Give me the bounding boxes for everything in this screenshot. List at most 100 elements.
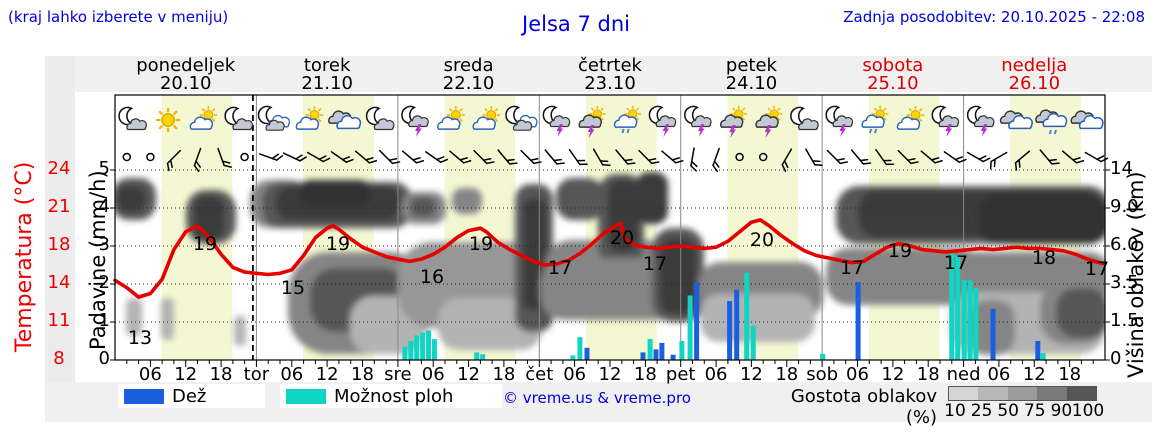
weather-icon-clouds (1070, 110, 1104, 130)
temp-tick-24: 24 (47, 158, 71, 179)
density-tick-100: 100 (1071, 401, 1105, 421)
showers-bar (1040, 353, 1046, 360)
wind-barb-icon (193, 147, 202, 173)
weather-icon-moon-cloud-lightning (542, 105, 571, 137)
showers-bar (679, 341, 685, 360)
temperature-value-label: 20 (610, 227, 634, 249)
wind-barb-icon (592, 148, 611, 167)
x-hour-label: 06 (704, 364, 728, 385)
showers-bar (420, 332, 426, 360)
weather-icon-moon-cloud-lightning (401, 105, 429, 137)
showers-bar (577, 337, 583, 360)
density-tick-50: 50 (997, 401, 1020, 421)
density-segment (1037, 387, 1067, 400)
showers-bar (402, 346, 408, 360)
wind-barb-icon (826, 149, 849, 165)
weather-icon-moon-cloud (365, 106, 395, 131)
page-title: Jelsa 7 dni (522, 12, 630, 36)
weather-icon-sun-cloud-lightning (755, 105, 783, 138)
temp-tick-14: 14 (47, 272, 71, 293)
x-hour-label: 18 (916, 364, 940, 385)
x-hour-label: 18 (351, 364, 374, 385)
cloud-blob (126, 298, 142, 336)
showers-bar (955, 255, 961, 360)
day-header-date-6: 26.10 (1008, 73, 1061, 94)
wind-calm-icon (146, 152, 155, 162)
rain-bar (584, 347, 590, 360)
x-hour-label: 06 (421, 364, 445, 385)
wind-barb-icon (781, 148, 793, 173)
x-hour-label: 18 (1058, 364, 1082, 385)
rain-bar (659, 342, 665, 360)
copyright-link[interactable]: © vreme.us & vreme.pro (503, 389, 691, 407)
height-tick-9.0: 9.0 (1110, 196, 1139, 217)
showers-legend-item: Možnost ploh (280, 384, 502, 408)
temperature-value-label: 17 (548, 257, 572, 279)
weather-icon-sun (155, 107, 181, 133)
cloud-density-label: Gostota oblakov (%) (790, 386, 937, 428)
wind-barb-icon (1061, 150, 1085, 164)
weather-icon-sun-cloud (189, 106, 218, 130)
x-hour-label: 12 (1022, 364, 1046, 385)
wind-barb-icon (615, 149, 636, 165)
wind-barb-icon (401, 150, 425, 164)
weather-icon-clouds-rain (1035, 109, 1068, 135)
cloud-blob (978, 194, 1105, 244)
density-segment (949, 387, 979, 400)
x-day-label-sob: sob (806, 364, 839, 385)
x-hour-label: 06 (138, 364, 162, 385)
x-hour-label: 06 (563, 364, 587, 385)
height-tick-3.5: 3.5 (1110, 272, 1139, 293)
showers-bar (750, 325, 756, 360)
showers-bar (474, 352, 480, 360)
wind-barb-icon (943, 151, 967, 163)
wind-barb-icon (520, 149, 542, 165)
rain-bar (990, 308, 996, 360)
x-hour-label: 18 (492, 364, 516, 385)
wind-barb-icon (1014, 150, 1031, 171)
wind-calm-icon (758, 152, 768, 162)
x-hour-label: 12 (739, 364, 763, 385)
x-day-label-sre: sre (384, 364, 412, 385)
x-hour-label: 12 (598, 364, 622, 385)
wind-barb-icon (989, 151, 1008, 170)
day-header-name-4: petek (725, 55, 777, 76)
showers-bar (431, 339, 437, 360)
weather-icon-moon-clouds (257, 105, 291, 131)
day-header-date-2: 22.10 (442, 73, 495, 94)
density-tick-10: 10 (944, 401, 966, 421)
weather-icon-moon-cloud-lightning (966, 105, 995, 137)
x-hour-label: 18 (209, 364, 233, 385)
rain-bar (653, 349, 659, 360)
showers-legend-label: Možnost ploh (334, 385, 454, 407)
wind-barb-icon (449, 150, 472, 164)
density-tick-25: 25 (970, 401, 993, 421)
wind-barb-icon (306, 151, 331, 163)
wind-barb-icon (805, 148, 823, 167)
temperature-value-label: 19 (326, 233, 350, 255)
cloud-blob (452, 188, 482, 214)
precip-tick-4: 4 (98, 196, 110, 217)
rain-bar (855, 282, 861, 360)
weather-icon-sun-cloud-rain (861, 105, 889, 134)
density-segment (1066, 387, 1097, 400)
temp-axis-strip (45, 56, 75, 400)
weather-icon-moon-cloud-lightning (684, 105, 712, 137)
day-header-date-5: 25.10 (867, 73, 919, 94)
weather-icon-moon-cloud (118, 106, 147, 131)
rain-swatch (124, 388, 164, 404)
cloud-blob (117, 186, 145, 212)
temp-tick-8: 8 (53, 348, 65, 369)
wind-barb-icon (217, 147, 232, 168)
x-day-label-ned: ned (946, 364, 981, 385)
weather-icon-moon-cloud (790, 106, 819, 131)
temperature-value-label: 17 (840, 257, 864, 279)
density-segment (1007, 387, 1038, 400)
showers-bar (426, 330, 431, 360)
wind-barb-icon (282, 152, 307, 162)
cloud-blob (410, 197, 436, 217)
precip-tick-1: 1 (98, 310, 110, 331)
wind-barb-icon (354, 150, 378, 164)
wind-calm-icon (735, 152, 744, 162)
